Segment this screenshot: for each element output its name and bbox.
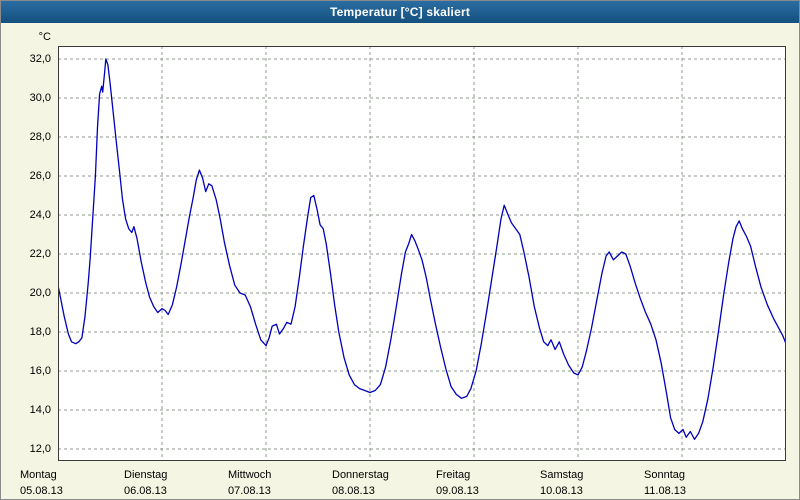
x-day-label: Sonntag [644,469,685,481]
y-tick-label: 32,0 [29,53,51,65]
x-date-label: 06.08.13 [124,485,167,497]
window-title: Temperatur [°C] skaliert [329,5,471,19]
temperature-line-chart [58,46,786,461]
y-tick-label: 26,0 [29,170,51,182]
y-axis-unit-label: °C [38,31,51,43]
y-tick-label: 16,0 [29,365,51,377]
y-tick-label: 30,0 [29,92,51,104]
y-tick-label: 18,0 [29,326,51,338]
x-date-label: 08.08.13 [332,485,375,497]
plot-area [58,46,786,461]
y-tick-label: 28,0 [29,131,51,143]
y-tick-label: 12,0 [29,443,51,455]
x-day-label: Dienstag [124,469,168,481]
x-day-label: Mittwoch [228,469,272,481]
temperature-series-line [58,58,786,440]
plot-frame [58,46,786,461]
x-day-label: Freitag [436,469,471,481]
x-date-label: 07.08.13 [228,485,271,497]
x-day-label: Donnerstag [332,469,389,481]
x-date-label: 09.08.13 [436,485,479,497]
x-date-label: 11.08.13 [644,485,687,497]
y-tick-label: 22,0 [29,248,51,260]
x-date-label: 05.08.13 [20,485,63,497]
y-tick-label: 20,0 [29,287,51,299]
x-day-label: Montag [20,469,57,481]
title-bar: Temperatur [°C] skaliert [1,1,799,23]
x-date-label: 10.08.13 [540,485,583,497]
y-tick-label: 24,0 [29,209,51,221]
y-tick-label: 14,0 [29,404,51,416]
chart-area: °C 32,0 30,0 28,0 26,0 24,0 22,0 20,0 18,0 16,0 1… [1,23,799,499]
x-day-label: Samstag [540,469,584,481]
